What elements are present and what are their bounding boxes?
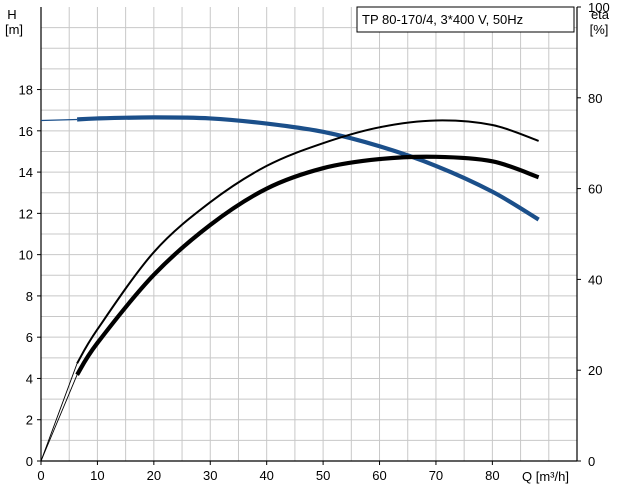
y-left-tick-label: 14: [19, 165, 33, 180]
y-left-tick-label: 10: [19, 248, 33, 263]
x-tick-label: 10: [90, 468, 104, 483]
x-tick-label: 30: [203, 468, 217, 483]
y-left-tick-label: 8: [26, 289, 33, 304]
y-left-label-unit: [m]: [5, 22, 23, 37]
y-left-tick-label: 12: [19, 206, 33, 221]
y-left-tick-label: 16: [19, 124, 33, 139]
y-right-tick-label: 100: [588, 0, 610, 15]
axes: [40, 7, 578, 462]
x-tick-label: 40: [259, 468, 273, 483]
y-right-tick-label: 60: [588, 182, 602, 197]
x-axis-label: Q [m³/h]: [522, 469, 569, 484]
x-tick-label: 60: [372, 468, 386, 483]
y-left-tick-label: 6: [26, 330, 33, 345]
x-tick-label: 70: [429, 468, 443, 483]
y-left-tick-label: 4: [26, 371, 33, 386]
y-right-tick-label: 0: [588, 454, 595, 469]
y-right-tick-label: 20: [588, 363, 602, 378]
y-left-label-symbol: H: [7, 7, 16, 22]
y-right-tick-label: 40: [588, 272, 602, 287]
x-tick-label: 80: [485, 468, 499, 483]
tick-labels: 0 10 20 30 40 50 60 70 80 0 2 4 6 8 10 12 14 16 18 0 20 40 60 8…: [19, 0, 610, 483]
efficiency-curve-upper: [76, 119, 539, 364]
head-curve: [76, 115, 540, 222]
series-layer: [40, 115, 540, 462]
y-right-label-unit: [%]: [590, 22, 609, 37]
y-left-tick-label: 0: [26, 454, 33, 469]
y-right-label-symbol: eta: [591, 7, 610, 22]
y-right-tick-label: 80: [588, 91, 602, 106]
y-left-tick-label: 2: [26, 413, 33, 428]
efficiency-curve-lower: [75, 154, 540, 376]
chart-title: TP 80-170/4, 3*400 V, 50Hz: [362, 12, 523, 27]
title-box: [356, 6, 575, 33]
x-tick-label: 50: [316, 468, 330, 483]
efficiency-curve-upper-extrapolated: [40, 363, 78, 462]
x-tick-label: 0: [37, 468, 44, 483]
head-curve-extrapolated: [40, 118, 78, 122]
x-tick-label: 20: [147, 468, 161, 483]
y-left-tick-label: 18: [19, 83, 33, 98]
